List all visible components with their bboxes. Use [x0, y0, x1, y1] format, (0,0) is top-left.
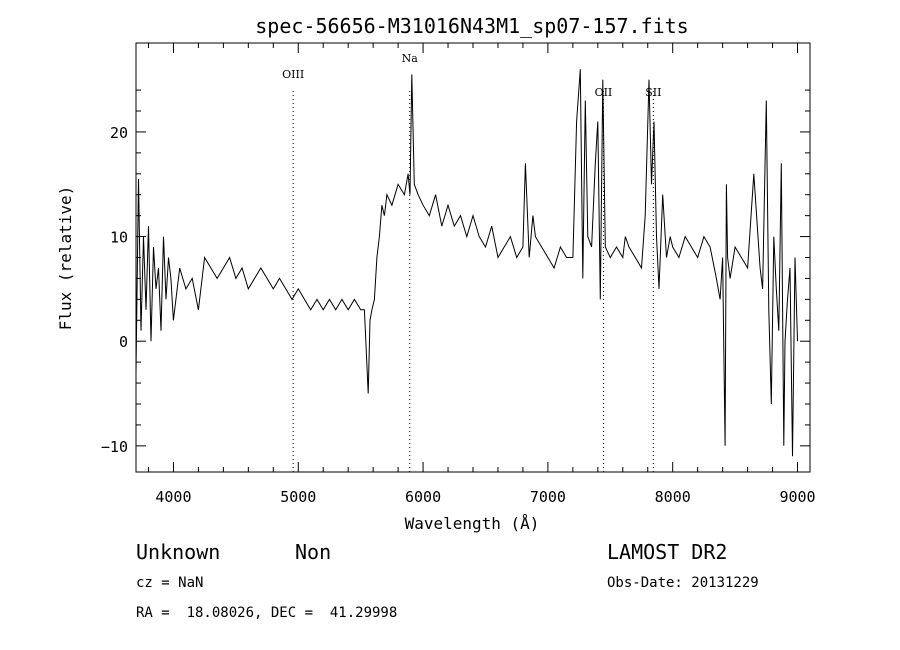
- y-axis-ticks: −10 0 10 20: [101, 89, 810, 456]
- line-label-0: OIII: [282, 68, 304, 81]
- plot-frame: [135, 42, 811, 473]
- y-tick-label: 20: [110, 124, 128, 142]
- observation-date: Obs-Date: 20131229: [607, 575, 759, 591]
- x-tick-label: 4000: [155, 488, 191, 506]
- y-tick-label: −10: [101, 438, 128, 456]
- spectrum-series: [135, 69, 798, 457]
- y-tick-label: 10: [110, 229, 128, 247]
- survey-name: LAMOST DR2: [607, 540, 728, 564]
- x-tick-label: 5000: [280, 488, 316, 506]
- y-axis-label: Flux (relative): [56, 186, 75, 331]
- x-tick-label: 9000: [779, 488, 815, 506]
- x-axis-label: Wavelength (Å): [405, 514, 540, 533]
- x-axis-ticks: 4000 5000 6000 7000 8000 9000: [147, 43, 816, 506]
- x-tick-label: 8000: [655, 488, 691, 506]
- spectral-class: Unknown: [136, 540, 221, 564]
- spectrum-line-0: [135, 69, 798, 457]
- redshift-cz: cz = NaN: [136, 575, 204, 591]
- x-tick-label: 7000: [530, 488, 566, 506]
- spectral-subclass: Non: [295, 540, 332, 564]
- x-tick-label: 6000: [405, 488, 441, 506]
- y-tick-label: 0: [119, 333, 128, 351]
- chart-title: spec-56656-M31016N43M1_sp07-157.fits: [255, 14, 688, 38]
- line-label-3: SII: [645, 86, 661, 99]
- line-label-1: Na: [402, 52, 419, 65]
- ra-dec-coordinates: RA = 18.08026, DEC = 41.29998: [136, 605, 398, 621]
